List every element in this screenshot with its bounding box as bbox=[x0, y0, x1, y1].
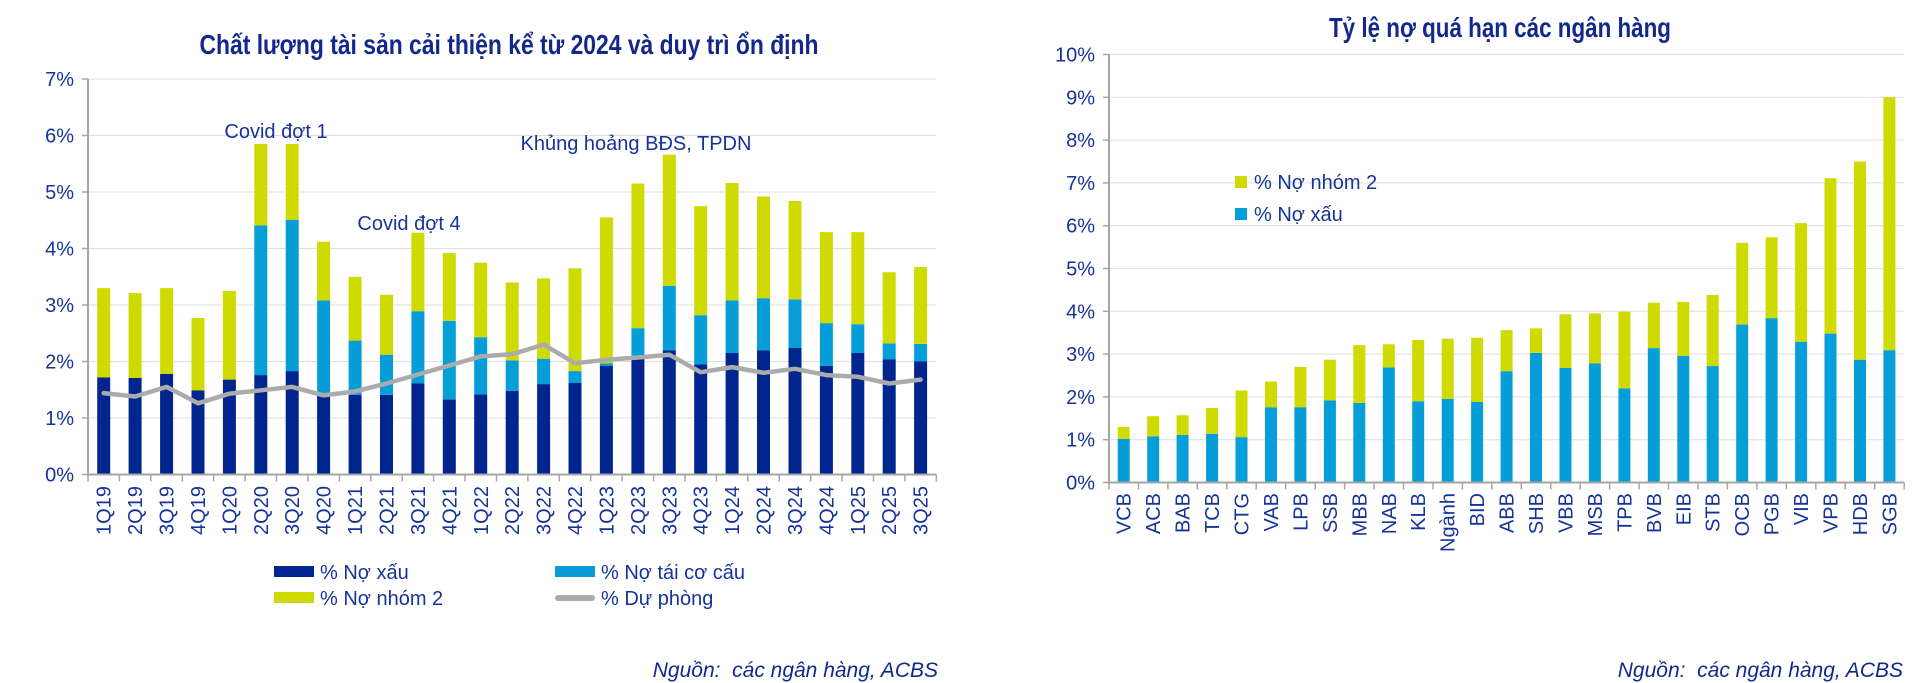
svg-text:SGB: SGB bbox=[1879, 493, 1901, 535]
svg-text:1Q22: 1Q22 bbox=[471, 486, 493, 535]
svg-text:1Q21: 1Q21 bbox=[345, 486, 367, 535]
svg-text:TPB: TPB bbox=[1614, 493, 1636, 532]
svg-text:7%: 7% bbox=[1066, 173, 1095, 195]
svg-text:1Q23: 1Q23 bbox=[596, 486, 618, 535]
svg-text:OCB: OCB bbox=[1732, 493, 1754, 536]
svg-text:2Q20: 2Q20 bbox=[251, 486, 273, 535]
svg-text:8%: 8% bbox=[1066, 130, 1095, 152]
svg-text:MSB: MSB bbox=[1585, 493, 1607, 536]
svg-text:2Q21: 2Q21 bbox=[377, 486, 399, 535]
svg-text:SHB: SHB bbox=[1526, 493, 1548, 534]
svg-text:1Q19: 1Q19 bbox=[94, 486, 116, 535]
svg-text:STB: STB bbox=[1703, 493, 1725, 532]
svg-text:6%: 6% bbox=[1066, 216, 1095, 238]
svg-text:2Q23: 2Q23 bbox=[628, 486, 650, 535]
svg-text:2Q24: 2Q24 bbox=[754, 486, 776, 535]
svg-text:5%: 5% bbox=[45, 182, 74, 204]
svg-text:NAB: NAB bbox=[1379, 493, 1401, 534]
svg-text:3Q20: 3Q20 bbox=[282, 486, 304, 535]
svg-text:2Q22: 2Q22 bbox=[502, 486, 524, 535]
svg-text:3Q21: 3Q21 bbox=[408, 486, 430, 535]
svg-text:3%: 3% bbox=[1066, 344, 1095, 366]
svg-text:% Nợ nhóm 2: % Nợ nhóm 2 bbox=[1254, 172, 1377, 194]
svg-text:VPB: VPB bbox=[1821, 493, 1843, 533]
svg-text:2Q25: 2Q25 bbox=[879, 486, 901, 535]
svg-text:3Q23: 3Q23 bbox=[659, 486, 681, 535]
svg-text:1%: 1% bbox=[45, 408, 74, 430]
svg-text:1%: 1% bbox=[1066, 430, 1095, 452]
svg-text:Chất lượng tài sản cải thiện k: Chất lượng tài sản cải thiện kể từ 2024 … bbox=[200, 29, 819, 60]
svg-text:ACB: ACB bbox=[1143, 493, 1165, 534]
svg-text:3%: 3% bbox=[45, 295, 74, 317]
svg-text:VAB: VAB bbox=[1261, 493, 1283, 532]
svg-text:LPB: LPB bbox=[1290, 493, 1312, 531]
svg-text:3Q25: 3Q25 bbox=[911, 486, 933, 535]
svg-text:3Q19: 3Q19 bbox=[157, 486, 179, 535]
svg-text:VCB: VCB bbox=[1114, 493, 1136, 534]
svg-text:0%: 0% bbox=[1066, 473, 1095, 495]
svg-text:5%: 5% bbox=[1066, 259, 1095, 281]
svg-text:2%: 2% bbox=[45, 352, 74, 374]
svg-text:VBB: VBB bbox=[1556, 493, 1578, 533]
svg-text:BAB: BAB bbox=[1173, 493, 1195, 533]
svg-text:% Nợ tái cơ cấu: % Nợ tái cơ cấu bbox=[601, 562, 745, 584]
svg-text:4%: 4% bbox=[45, 239, 74, 261]
svg-text:Khủng hoảng BĐS, TPDN: Khủng hoảng BĐS, TPDN bbox=[521, 133, 752, 155]
svg-text:9%: 9% bbox=[1066, 87, 1095, 109]
svg-text:MBB: MBB bbox=[1349, 493, 1371, 536]
svg-text:EIB: EIB bbox=[1673, 493, 1695, 525]
svg-text:1Q20: 1Q20 bbox=[219, 486, 241, 535]
svg-text:BID: BID bbox=[1467, 493, 1489, 526]
svg-text:CTG: CTG bbox=[1232, 493, 1254, 535]
svg-text:2%: 2% bbox=[1066, 387, 1095, 409]
svg-text:Covid đợt 4: Covid đợt 4 bbox=[357, 213, 460, 235]
svg-text:0%: 0% bbox=[45, 465, 74, 487]
svg-text:TCB: TCB bbox=[1202, 493, 1224, 533]
svg-text:4Q24: 4Q24 bbox=[816, 486, 838, 535]
svg-text:3Q22: 3Q22 bbox=[534, 486, 556, 535]
svg-text:6%: 6% bbox=[45, 126, 74, 148]
svg-text:KLB: KLB bbox=[1408, 493, 1430, 531]
svg-text:4Q19: 4Q19 bbox=[188, 486, 210, 535]
svg-text:2Q19: 2Q19 bbox=[125, 486, 147, 535]
svg-text:Nguồn: các ngân hàng, ACBS: Nguồn: các ngân hàng, ACBS bbox=[1618, 659, 1903, 682]
svg-text:1Q25: 1Q25 bbox=[848, 486, 870, 535]
svg-text:4Q22: 4Q22 bbox=[565, 486, 587, 535]
svg-text:Ngành: Ngành bbox=[1438, 493, 1460, 552]
svg-text:Covid đợt 1: Covid đợt 1 bbox=[224, 121, 327, 143]
svg-text:PGB: PGB bbox=[1762, 493, 1784, 535]
svg-text:SSB: SSB bbox=[1320, 493, 1342, 533]
svg-text:7%: 7% bbox=[45, 69, 74, 91]
svg-text:VIB: VIB bbox=[1791, 493, 1813, 525]
svg-text:% Nợ xấu: % Nợ xấu bbox=[1254, 204, 1343, 226]
svg-text:10%: 10% bbox=[1055, 45, 1095, 67]
svg-text:HDB: HDB bbox=[1850, 493, 1872, 535]
svg-text:% Nợ xấu: % Nợ xấu bbox=[320, 562, 409, 584]
svg-text:ABB: ABB bbox=[1497, 493, 1519, 533]
svg-text:4%: 4% bbox=[1066, 301, 1095, 323]
svg-text:Tỷ lệ nợ quá hạn các ngân hàng: Tỷ lệ nợ quá hạn các ngân hàng bbox=[1329, 12, 1671, 43]
svg-text:1Q24: 1Q24 bbox=[722, 486, 744, 535]
svg-text:% Nợ nhóm 2: % Nợ nhóm 2 bbox=[320, 588, 443, 610]
svg-text:3Q24: 3Q24 bbox=[785, 486, 807, 535]
svg-text:BVB: BVB bbox=[1644, 493, 1666, 533]
svg-text:4Q21: 4Q21 bbox=[439, 486, 461, 535]
svg-text:4Q20: 4Q20 bbox=[314, 486, 336, 535]
svg-text:4Q23: 4Q23 bbox=[691, 486, 713, 535]
svg-text:% Dự phòng: % Dự phòng bbox=[601, 588, 713, 610]
svg-text:Nguồn: các ngân hàng, ACBS: Nguồn: các ngân hàng, ACBS bbox=[653, 659, 938, 682]
